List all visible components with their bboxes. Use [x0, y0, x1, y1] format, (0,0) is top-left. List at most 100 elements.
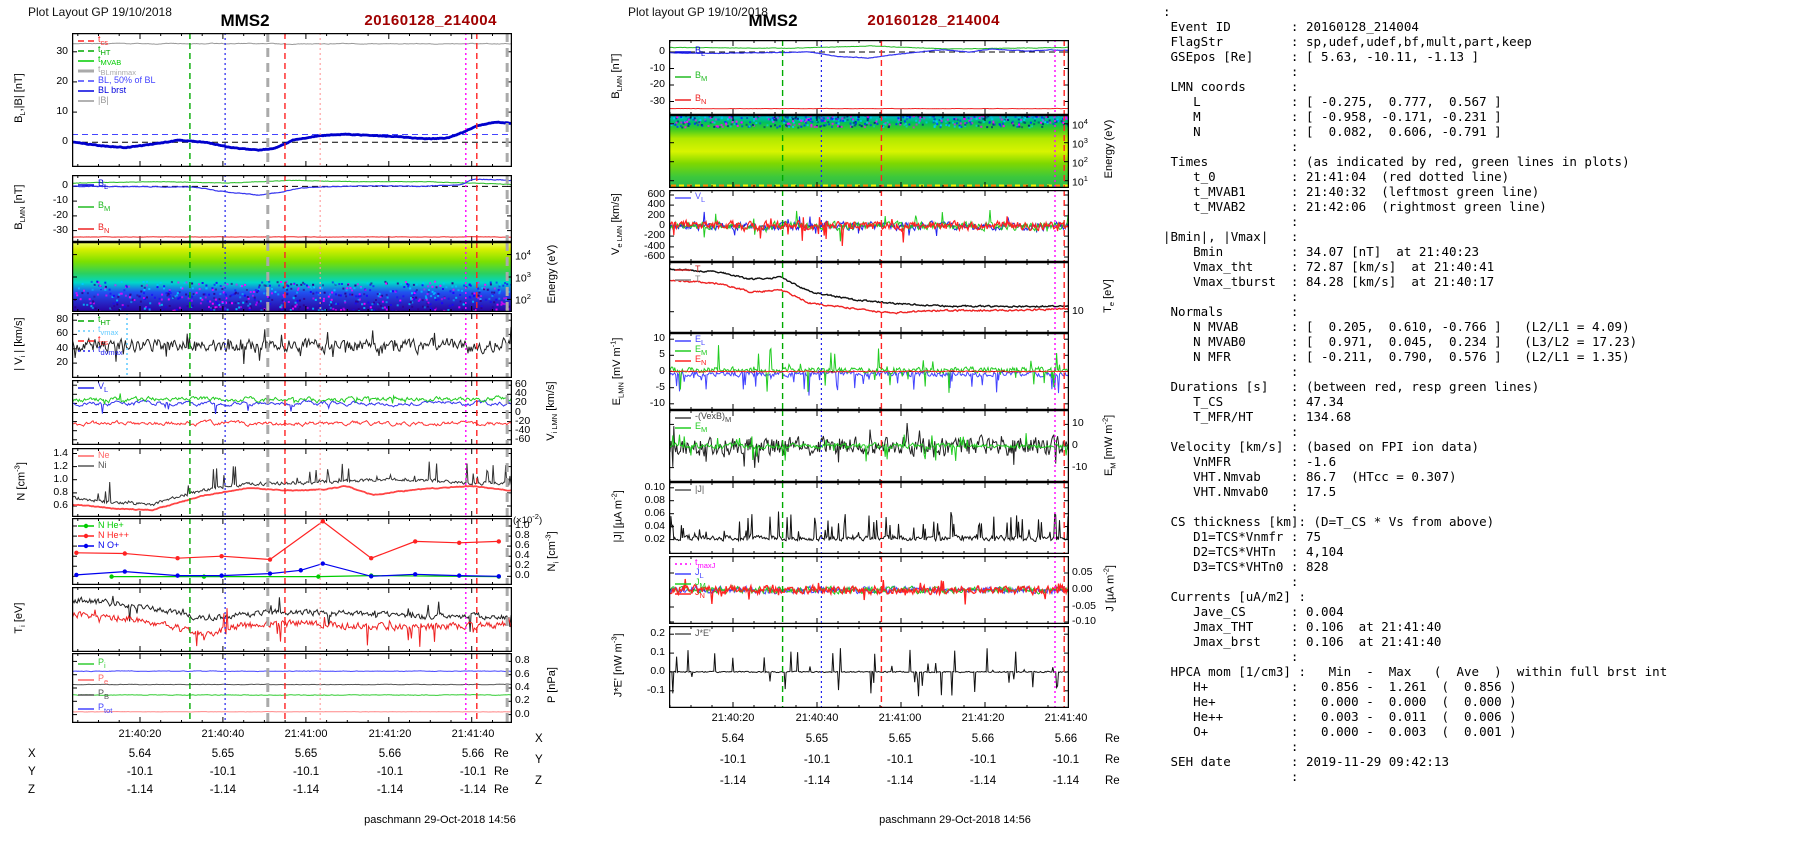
legend-label: Pe — [98, 672, 109, 686]
left-panel-ti — [72, 587, 512, 652]
left-plot-layout-label: Plot Layout GP 19/10/2018 — [28, 5, 172, 19]
right-axis-note: (×10-2) — [513, 512, 543, 527]
table-cell: -1.14 — [126, 784, 154, 796]
y-tick-label: 20 — [515, 396, 527, 409]
legend-item: tBLminmax — [77, 64, 156, 76]
left-panel-ion-energy-spectrogram — [72, 242, 512, 312]
y-tick-label: 30 — [56, 44, 68, 57]
table-row-label: Y — [535, 754, 543, 766]
legend-item: BM — [674, 70, 708, 83]
legend-item: JN — [674, 586, 715, 600]
legend-item: N He++ — [77, 530, 129, 540]
y-tick-label: -10 — [52, 194, 68, 207]
table-unit-label: Re — [1105, 754, 1120, 766]
x-tick-label: 21:41:40 — [451, 728, 495, 740]
y-tick-label: 0.6 — [515, 667, 530, 680]
legend-item: T — [674, 264, 701, 274]
table-cell: -10.1 — [1052, 754, 1080, 766]
legend-item: J*E' — [674, 628, 711, 638]
legend-item: BM — [77, 200, 111, 214]
middle-panel-electron-energy-spectrogram — [669, 115, 1069, 188]
table-cell: -10.1 — [376, 766, 404, 778]
y-tick-label: 0.0 — [515, 569, 530, 582]
y-tick-label: 103 — [515, 270, 531, 285]
legend-label: JL — [695, 566, 704, 580]
legend-label: Ptot — [98, 702, 113, 715]
y-tick-label: 0 — [659, 364, 665, 377]
legend-label: JN — [695, 586, 705, 600]
x-tick-label: 21:40:40 — [201, 728, 245, 740]
y-tick-label: 20 — [56, 74, 68, 87]
legend-item: Ne — [77, 450, 110, 460]
y-tick-label: 10 — [653, 332, 665, 345]
y-tick-label: 60 — [56, 327, 68, 340]
legend-label: N He+ — [98, 520, 124, 530]
y-tick-label: 103 — [1072, 135, 1088, 151]
axis-label: J*E' [nW m-3] — [609, 633, 625, 698]
legend-item: tvmax — [77, 324, 123, 336]
table-cell: 5.65 — [211, 748, 235, 760]
y-tick-label: 600 — [647, 188, 665, 201]
x-tick-label: 21:40:40 — [795, 712, 839, 724]
legend-item: EM — [674, 343, 708, 357]
legend-label: BM — [695, 70, 708, 83]
legend-label: tcs — [98, 33, 109, 47]
y-tick-label: 0.05 — [1072, 566, 1093, 578]
legend-item: VL — [674, 191, 705, 203]
y-tick-label: 0.4 — [515, 681, 530, 693]
legend-label: BM — [98, 200, 111, 214]
y-tick-label: 0 — [62, 179, 68, 192]
y-tick-label: 0.08 — [644, 493, 665, 506]
legend-label: BN — [98, 221, 110, 235]
y-tick-label: 0.0 — [515, 707, 530, 720]
legend-label: Ni — [98, 460, 107, 470]
table-cell: -1.14 — [209, 784, 237, 796]
legend-label: tdvmax — [98, 343, 123, 357]
left-panel-vi-magnitude — [72, 313, 512, 378]
y-tick-label: 0.6 — [515, 539, 530, 552]
y-tick-label: 0.10 — [644, 480, 665, 493]
legend-item: Ptot — [77, 702, 113, 715]
table-cell: -10.1 — [459, 766, 487, 778]
legend-item: EL — [674, 334, 707, 346]
legend-label: N O+ — [98, 540, 120, 550]
legend-label: PB — [98, 688, 110, 701]
legend-item: PB — [77, 688, 110, 701]
y-tick-label: 0.2 — [515, 694, 530, 707]
y-tick-label: 0 — [1072, 439, 1078, 451]
left-panel-bl-bmag — [72, 33, 512, 167]
legend-label: BL — [695, 44, 706, 58]
table-cell: -10.1 — [209, 766, 237, 778]
legend-label: EM — [695, 343, 708, 357]
legend-label: VL — [98, 380, 109, 394]
legend-item: tdvmax — [77, 343, 123, 357]
legend-item: BN — [77, 221, 110, 235]
middle-panel-j-magnitude — [669, 482, 1069, 554]
middle-panel-vexb-em — [669, 410, 1069, 482]
y-tick-label: 1.2 — [53, 459, 68, 472]
y-tick-label: -20 — [649, 78, 665, 90]
legend-label: EM — [695, 420, 708, 434]
middle-figure: 0 -10 -20 -30 BLMN [nT] BL BM BN 104 103 102 101 Ene… — [520, 0, 1138, 841]
legend-item: BL, 50% of BL — [77, 75, 156, 85]
table-cell: 5.66 — [1054, 733, 1078, 745]
axis-label: J [µA m-2] — [1101, 565, 1117, 612]
y-tick-label: 0.04 — [644, 519, 665, 532]
y-tick-label: 0.8 — [515, 654, 530, 667]
table-cell: 5.64 — [128, 748, 152, 760]
y-tick-label: 0 — [659, 45, 665, 57]
middle-panel-j-lmn — [669, 556, 1069, 624]
legend-label: |J| — [695, 484, 705, 494]
table-cell: -10.1 — [969, 754, 997, 766]
left-panel-density-ne-ni — [72, 448, 512, 517]
y-tick-label: 0.8 — [53, 485, 68, 498]
y-tick-label: -30 — [649, 94, 665, 107]
legend-item: tHT — [77, 314, 123, 326]
y-tick-label: -0.1 — [646, 683, 665, 696]
table-row-label: X — [535, 733, 543, 745]
axis-label: Ti [eV] — [12, 602, 28, 634]
legend-item: Pi — [77, 657, 106, 670]
y-tick-label: -20 — [515, 414, 531, 427]
table-unit-label: Re — [494, 784, 509, 796]
left-figure: 30 20 10 0 BL,|B| [nT] tcs tHT tMVAB tBLminmax BL… — [0, 0, 580, 841]
